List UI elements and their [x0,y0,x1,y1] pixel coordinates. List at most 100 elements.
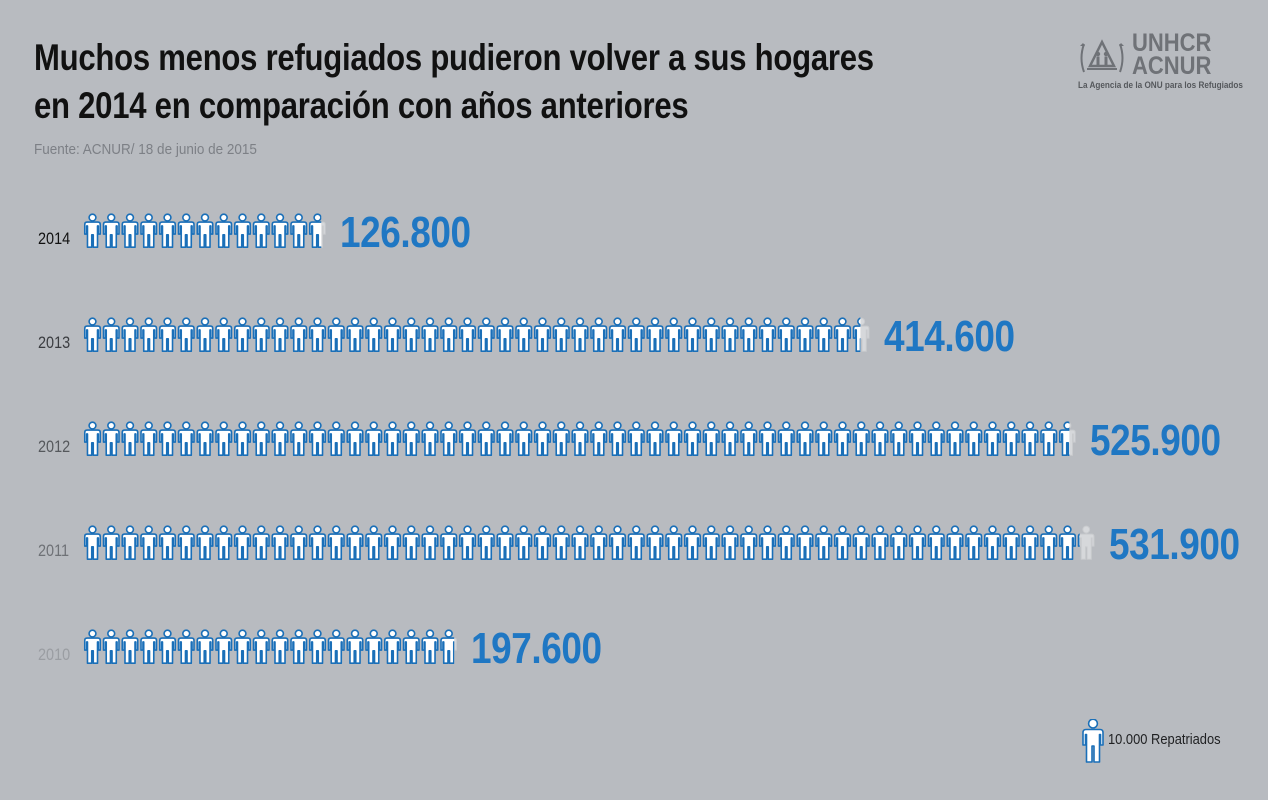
icon-row-2014 [83,213,326,249]
logo-tagline: La Agencia de la ONU para los Refugiados [1078,80,1243,91]
person-icon [533,421,552,457]
person-icon [158,317,177,353]
person-icon [271,421,289,457]
value-label: 531.900 [1108,520,1240,569]
person-icon [1040,525,1058,561]
person-icon [983,525,1002,561]
person-icon [590,317,608,353]
person-icon [102,525,120,561]
person-icon [1021,421,1039,457]
person-icon [440,317,458,353]
person-icon [608,421,627,457]
person-icon [402,421,420,457]
value-label: 126.800 [339,208,471,257]
person-icon [365,421,383,457]
value-label: 197.600 [471,624,602,673]
icon-row-2010 [83,629,457,665]
person-icon [140,629,158,665]
person-icon [477,317,495,353]
chart-title-line-2: en 2014 en comparación con años anterior… [34,85,689,126]
person-icon [140,525,158,561]
person-icon [308,629,327,665]
legend-person-icon [1082,719,1104,763]
person-icon [721,421,739,457]
person-icon [796,421,814,457]
person-icon [177,213,195,249]
partial-person-icon [440,629,457,665]
person-icon [383,421,402,457]
person-icon [365,629,383,665]
person-icon [946,421,964,457]
person-icon [83,421,102,457]
year-label: 2010 [38,645,71,664]
person-icon [946,525,964,561]
person-icon [833,525,852,561]
person-icon [590,421,608,457]
chart-title-line-1: Muchos menos refugiados pudieron volver … [34,37,874,78]
person-icon [852,525,870,561]
logo-wordmark: UNHCR ACNUR [1132,29,1212,80]
person-icon [346,317,364,353]
partial-person-icon [308,213,326,249]
person-icon [627,317,645,353]
person-icon [196,525,214,561]
person-icon [871,421,889,457]
person-icon [402,629,420,665]
person-icon [308,317,327,353]
value-label: 414.600 [883,312,1015,361]
person-icon [477,421,495,457]
person-icon [646,525,664,561]
person-icon [215,213,233,249]
person-icon [140,421,158,457]
person-icon [271,525,289,561]
person-icon [308,525,327,561]
person-icon [121,629,139,665]
person-icon [121,213,139,249]
year-label: 2012 [38,437,71,456]
person-icon [177,317,195,353]
person-icon [927,525,945,561]
person-icon [215,421,233,457]
logo-acnur: ACNUR [1132,52,1212,80]
person-icon [83,629,102,665]
person-icon [833,317,852,353]
person-icon [233,629,252,665]
person-icon [252,629,270,665]
person-icon [421,421,439,457]
person-icon [383,525,402,561]
person-icon [215,317,233,353]
person-icon [665,317,683,353]
logo-unhcr: UNHCR [1132,29,1212,57]
person-icon [496,525,514,561]
person-icon [740,317,758,353]
person-icon [158,629,177,665]
person-icon [777,421,795,457]
person-icon [983,421,1002,457]
person-icon [927,421,945,457]
person-icon [121,317,139,353]
person-icon [271,213,289,249]
legend-label: 10.000 Repatriados [1108,731,1221,748]
person-icon [908,525,927,561]
person-icon [627,421,645,457]
person-icon [458,421,477,457]
person-icon [683,525,702,561]
person-icon [402,525,420,561]
person-icon [815,317,833,353]
person-icon [702,421,720,457]
value-label: 525.900 [1089,416,1221,465]
person-icon [740,421,758,457]
person-icon [140,213,158,249]
person-icon [702,317,720,353]
person-icon [533,525,552,561]
person-icon [965,525,983,561]
person-icon [496,317,514,353]
person-icon [646,317,664,353]
person-icon [458,317,477,353]
person-icon [608,525,627,561]
person-icon [252,213,270,249]
person-icon [440,421,458,457]
year-label: 2013 [38,333,71,352]
person-icon [83,525,102,561]
